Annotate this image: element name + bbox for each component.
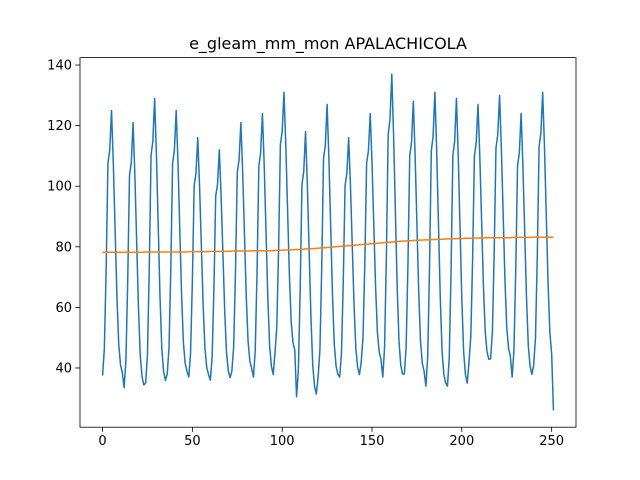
x-tick-label: 200 bbox=[449, 434, 474, 449]
series-line bbox=[101, 73, 555, 411]
x-tick-label: 250 bbox=[539, 434, 564, 449]
x-tick-label: 100 bbox=[270, 434, 295, 449]
series-line bbox=[102, 236, 554, 253]
y-tick-label: 40 bbox=[55, 361, 72, 376]
axes-frame bbox=[79, 57, 577, 428]
x-tick-label: 50 bbox=[184, 434, 201, 449]
y-tick-label: 120 bbox=[47, 119, 72, 134]
y-tick-label: 80 bbox=[55, 240, 72, 255]
y-tick-label: 140 bbox=[47, 59, 72, 74]
chart-title: e_gleam_mm_mon APALACHICOLA bbox=[189, 34, 467, 54]
y-tick-label: 100 bbox=[47, 180, 72, 195]
x-tick-label: 0 bbox=[98, 434, 106, 449]
y-tick-label: 60 bbox=[55, 301, 72, 316]
x-tick-label: 150 bbox=[360, 434, 385, 449]
